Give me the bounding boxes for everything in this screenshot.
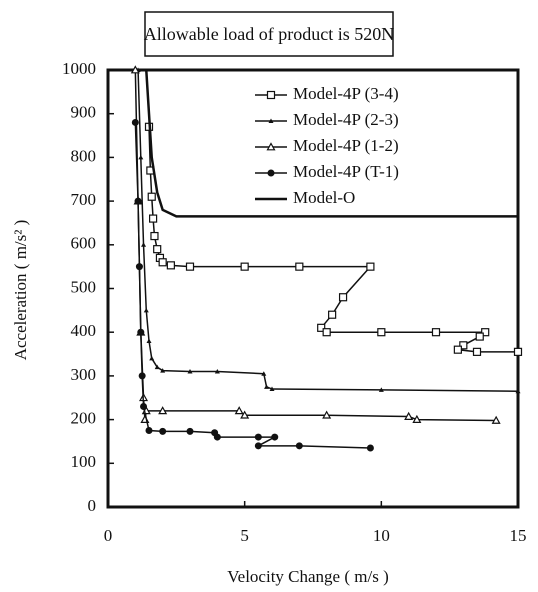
chart-title: Allowable load of product is 520N xyxy=(144,24,394,44)
marker-square xyxy=(377,328,386,337)
marker-square xyxy=(431,328,441,337)
x-tick-label: 0 xyxy=(104,526,113,545)
y-tick-label: 900 xyxy=(71,103,97,122)
marker-circle xyxy=(295,442,303,450)
marker-circle xyxy=(140,402,148,410)
marker-dot xyxy=(141,242,147,247)
marker-square xyxy=(328,310,337,319)
marker-dot xyxy=(269,386,275,392)
y-tick-label: 600 xyxy=(71,234,97,253)
marker-circle xyxy=(137,328,145,336)
x-tick-label: 15 xyxy=(510,526,527,545)
x-axis-label: Velocity Change ( m/s ) xyxy=(227,567,388,586)
marker-circle xyxy=(134,197,142,205)
legend-marker xyxy=(267,169,275,177)
legend-label: Model-4P (T-1) xyxy=(293,162,399,181)
x-tick-label: 5 xyxy=(240,526,249,545)
marker-square xyxy=(185,262,195,271)
marker-square xyxy=(481,328,490,337)
marker-circle xyxy=(271,433,279,441)
marker-square xyxy=(149,214,158,223)
marker-triangle xyxy=(158,406,168,415)
y-tick-label: 700 xyxy=(71,190,97,209)
marker-square xyxy=(322,328,331,337)
marker-dot xyxy=(264,384,270,389)
marker-dot xyxy=(261,371,267,376)
marker-dot xyxy=(149,355,155,361)
marker-square xyxy=(158,258,167,267)
marker-triangle xyxy=(491,415,501,424)
marker-dot xyxy=(143,307,149,313)
marker-triangle xyxy=(412,414,422,423)
marker-square xyxy=(166,261,175,270)
marker-square xyxy=(453,345,462,354)
marker-triangle xyxy=(404,411,414,420)
marker-circle xyxy=(254,442,262,450)
legend-label: Model-4P (2-3) xyxy=(293,110,399,129)
marker-square xyxy=(338,293,348,302)
legend-marker xyxy=(266,142,276,151)
legend-marker xyxy=(268,118,274,123)
series-line xyxy=(145,69,518,218)
marker-triangle xyxy=(240,410,250,419)
y-tick-label: 100 xyxy=(71,452,97,471)
marker-dot xyxy=(138,154,144,160)
y-tick-label: 0 xyxy=(88,496,97,515)
legend-marker xyxy=(266,90,276,100)
y-tick-label: 200 xyxy=(71,409,97,428)
legend-label: Model-O xyxy=(293,188,355,207)
legend-label: Model-4P (1-2) xyxy=(293,136,399,155)
marker-dot xyxy=(160,368,166,373)
y-tick-label: 500 xyxy=(71,277,97,296)
marker-square xyxy=(459,341,468,350)
marker-dot xyxy=(187,369,193,374)
legend-label: Model-4P (3-4) xyxy=(293,84,399,103)
marker-square xyxy=(317,323,326,332)
y-tick-label: 800 xyxy=(71,146,97,165)
marker-square xyxy=(513,347,523,356)
marker-square xyxy=(153,245,162,254)
marker-dot xyxy=(146,338,152,343)
marker-triangle xyxy=(322,410,332,419)
marker-square xyxy=(147,192,156,201)
marker-square xyxy=(475,332,484,341)
y-axis-label: Acceleration ( m/s² ) xyxy=(11,220,30,361)
marker-triangle xyxy=(130,65,140,74)
y-tick-label: 300 xyxy=(71,365,97,384)
marker-square xyxy=(295,262,304,271)
marker-circle xyxy=(366,444,374,452)
title-box xyxy=(144,11,394,57)
marker-triangle xyxy=(234,406,244,415)
marker-square xyxy=(472,347,482,356)
marker-dot xyxy=(214,369,220,374)
y-tick-label: 400 xyxy=(71,321,97,340)
marker-square xyxy=(366,262,375,271)
marker-circle xyxy=(131,118,139,126)
marker-circle xyxy=(145,427,153,435)
marker-circle xyxy=(138,372,146,380)
x-tick-label: 10 xyxy=(373,526,390,545)
marker-circle xyxy=(135,263,143,271)
marker-square xyxy=(150,231,159,241)
marker-square xyxy=(240,262,249,271)
series-line xyxy=(134,122,371,449)
y-tick-label: 1000 xyxy=(62,59,96,78)
marker-dot xyxy=(378,387,384,392)
marker-circle xyxy=(213,433,221,441)
marker-circle xyxy=(186,427,194,435)
marker-dot xyxy=(515,388,521,394)
marker-circle xyxy=(159,427,167,435)
marker-dot xyxy=(154,364,160,370)
marker-circle xyxy=(254,433,262,441)
